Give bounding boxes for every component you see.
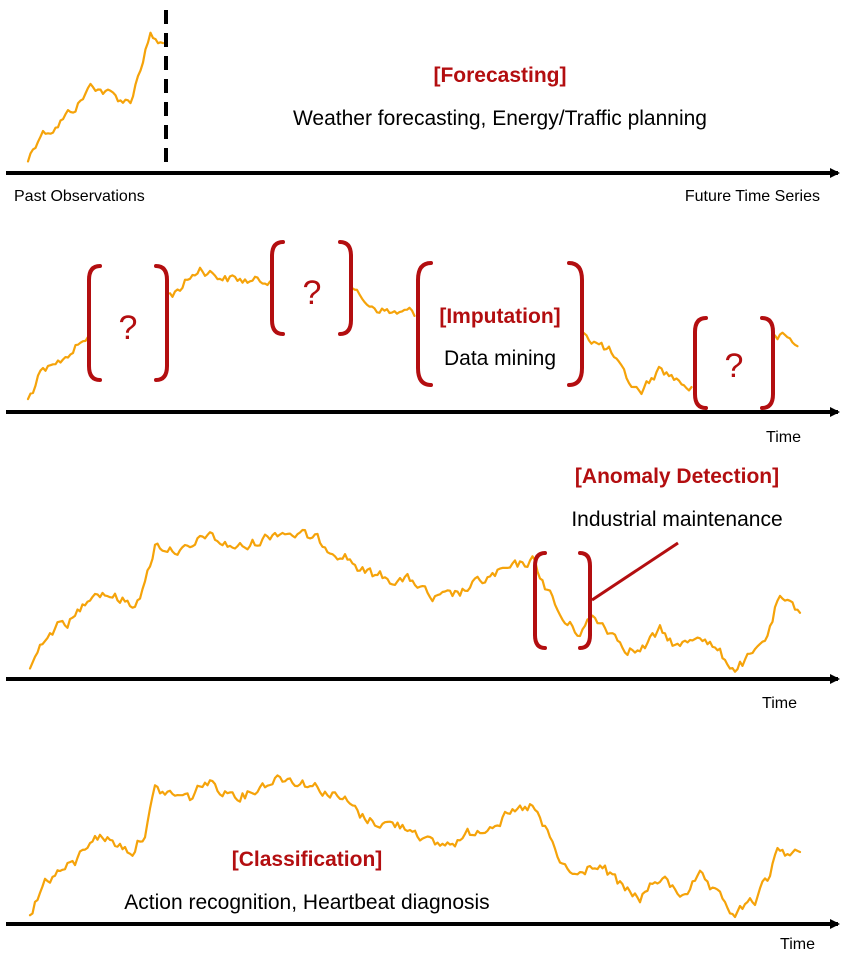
imputation-series-segment [26, 335, 90, 401]
anomaly-detection-title: [Anomaly Detection] [575, 465, 779, 488]
imputation-panel: ? ? [Imputation] Data mining ? Time [6, 240, 840, 446]
future-time-series-label: Future Time Series [685, 188, 820, 205]
forecasting-title: [Forecasting] [433, 64, 566, 87]
anomaly-pointer-line [591, 541, 679, 602]
anomaly-bracket-right [578, 551, 592, 650]
past-observations-series [26, 31, 165, 163]
missing-gap-bracket-left [693, 316, 708, 410]
classification-series [28, 774, 802, 919]
anomaly-time-label: Time [762, 695, 797, 712]
missing-value-marker: ? [725, 347, 744, 385]
anomaly-detection-description: Industrial maintenance [571, 508, 782, 531]
imputation-description: Data mining [444, 347, 556, 370]
imputation-bracket-left [416, 261, 433, 387]
classification-time-label: Time [780, 936, 815, 953]
anomaly-series [28, 528, 802, 673]
imputation-series-segment [350, 286, 416, 317]
missing-gap-bracket-right [154, 264, 169, 382]
missing-gap-bracket-left [87, 264, 102, 382]
missing-gap-bracket-left [270, 240, 285, 336]
missing-gap-bracket-right [760, 316, 775, 410]
imputation-series-segment [168, 266, 272, 298]
classification-panel: [Classification] Action recognition, Hea… [6, 774, 840, 953]
forecasting-panel: [Forecasting] Weather forecasting, Energ… [6, 10, 840, 205]
missing-value-marker: ? [119, 309, 138, 347]
imputation-series-segment [582, 332, 693, 396]
classification-title: [Classification] [232, 848, 383, 871]
forecasting-description: Weather forecasting, Energy/Traffic plan… [293, 107, 707, 130]
imputation-bracket-right [567, 261, 584, 387]
classification-description: Action recognition, Heartbeat diagnosis [124, 891, 489, 914]
anomaly-detection-panel: [Anomaly Detection] Industrial maintenan… [6, 465, 840, 712]
anomaly-bracket-left [533, 551, 547, 650]
imputation-time-label: Time [766, 429, 801, 446]
past-observations-label: Past Observations [14, 188, 145, 205]
imputation-series-segment [773, 331, 799, 348]
missing-gap-bracket-right [338, 240, 353, 336]
missing-value-marker: ? [303, 274, 322, 312]
imputation-title: [Imputation] [439, 305, 560, 328]
